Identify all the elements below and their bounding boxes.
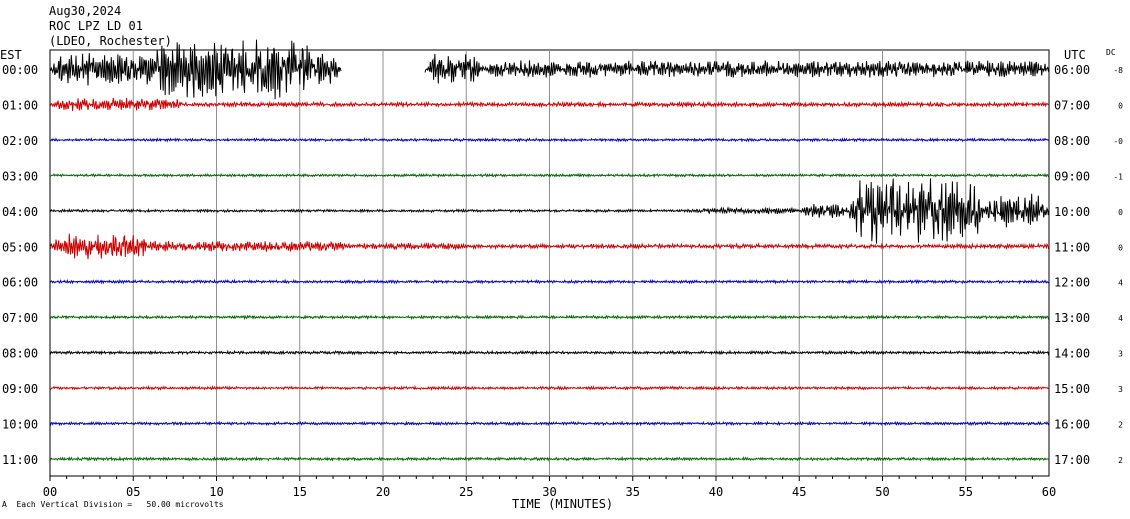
seismic-trace [49, 137, 1050, 143]
trace-label-est: 09:00 [2, 382, 38, 396]
footer-scale-text: Each Vertical Division = 50.00 microvolt… [16, 500, 224, 509]
x-tick-label: 55 [959, 485, 973, 499]
seismic-trace [49, 39, 1050, 100]
trace-dc-offset: 0 [1118, 101, 1123, 110]
trace-label-est: 05:00 [2, 240, 38, 254]
trace-label-utc: 09:00 [1054, 169, 1090, 183]
seismic-trace [49, 97, 1050, 112]
trace-label-est: 01:00 [2, 98, 38, 112]
trace-dc-offset: 4 [1118, 314, 1123, 323]
trace-label-utc: 17:00 [1054, 453, 1090, 467]
seismic-trace [49, 314, 1050, 321]
trace-label-utc: 06:00 [1054, 63, 1090, 77]
trace-dc-offset: 3 [1118, 350, 1123, 359]
seismic-trace [49, 178, 1050, 244]
trace-dc-offset: -0 [1113, 137, 1123, 146]
seismic-trace [49, 172, 1050, 179]
trace-dc-offset: 2 [1118, 456, 1123, 465]
seismic-trace [49, 278, 1050, 285]
seismic-trace [49, 420, 1050, 427]
station-code: ROC LPZ LD 01 [49, 19, 143, 33]
trace-label-utc: 12:00 [1054, 276, 1090, 290]
dc-column-header: DC [1106, 48, 1116, 57]
trace-label-utc: 13:00 [1054, 311, 1090, 325]
seismic-trace [49, 384, 1050, 392]
trace-dc-offset: -8 [1113, 66, 1123, 75]
x-tick-label: 15 [293, 485, 307, 499]
trace-dc-offset: 3 [1118, 385, 1123, 394]
x-tick-label: 10 [209, 485, 223, 499]
trace-label-utc: 07:00 [1054, 98, 1090, 112]
x-tick-label: 30 [542, 485, 556, 499]
trace-dc-offset: 4 [1118, 279, 1123, 288]
trace-dc-offset: 0 [1118, 243, 1123, 252]
trace-label-utc: 15:00 [1054, 382, 1090, 396]
x-tick-label: 40 [709, 485, 723, 499]
x-tick-label: 35 [626, 485, 640, 499]
right-timezone-label: UTC [1064, 48, 1086, 62]
x-tick-label: 20 [376, 485, 390, 499]
x-axis-title: TIME (MINUTES) [512, 497, 614, 511]
footer-mark: A [2, 500, 7, 509]
trace-label-utc: 16:00 [1054, 418, 1090, 432]
trace-label-utc: 10:00 [1054, 205, 1090, 219]
seismic-trace [49, 349, 1050, 356]
record-date: Aug30,2024 [49, 4, 122, 18]
trace-dc-offset: 0 [1118, 208, 1123, 217]
trace-label-est: 00:00 [2, 63, 38, 77]
trace-label-utc: 14:00 [1054, 347, 1090, 361]
x-tick-label: 00 [43, 485, 57, 499]
trace-label-est: 06:00 [2, 276, 38, 290]
trace-label-utc: 11:00 [1054, 240, 1090, 254]
vertical-division-note: A Each Vertical Division = 50.00 microvo… [2, 500, 224, 509]
trace-label-utc: 08:00 [1054, 134, 1090, 148]
x-tick-label: 50 [875, 485, 889, 499]
trace-label-est: 03:00 [2, 169, 38, 183]
seismic-trace [49, 455, 1050, 462]
trace-label-est: 04:00 [2, 205, 38, 219]
seismic-trace [49, 233, 1050, 260]
trace-dc-offset: 2 [1118, 421, 1123, 430]
trace-label-est: 10:00 [2, 418, 38, 432]
x-tick-label: 45 [792, 485, 806, 499]
trace-label-est: 07:00 [2, 311, 38, 325]
trace-label-est: 11:00 [2, 453, 38, 467]
x-tick-label: 05 [126, 485, 140, 499]
trace-label-est: 08:00 [2, 347, 38, 361]
trace-label-est: 02:00 [2, 134, 38, 148]
x-tick-label: 60 [1042, 485, 1056, 499]
trace-dc-offset: -1 [1113, 172, 1123, 181]
station-network: (LDEO, Rochester) [49, 34, 172, 48]
left-timezone-label: EST [0, 48, 22, 62]
x-tick-label: 25 [459, 485, 473, 499]
